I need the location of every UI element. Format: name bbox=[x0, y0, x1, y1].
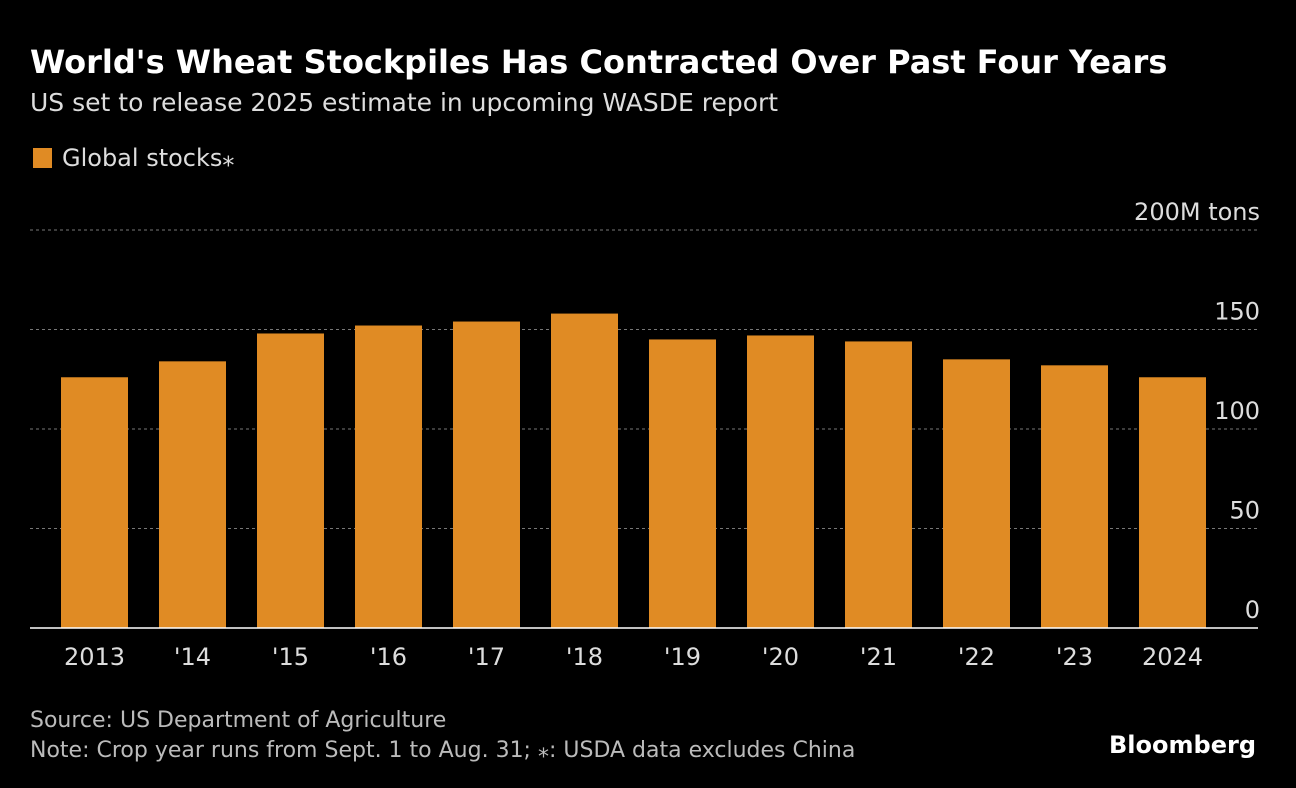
note: Note: Crop year runs from Sept. 1 to Aug… bbox=[30, 738, 855, 763]
x-tick-label: '17 bbox=[468, 643, 505, 671]
y-tick-label: 100 bbox=[1214, 397, 1260, 425]
chart-title: World's Wheat Stockpiles Has Contracted … bbox=[30, 43, 1167, 81]
y-tick-label: 200M tons bbox=[1134, 198, 1260, 226]
legend-swatch bbox=[33, 148, 52, 168]
x-tick-label: 2013 bbox=[64, 643, 125, 671]
x-tick-label: '20 bbox=[762, 643, 799, 671]
y-tick-label: 0 bbox=[1245, 596, 1260, 624]
source: Source: US Department of Agriculture bbox=[30, 708, 446, 733]
x-tick-label: '14 bbox=[174, 643, 211, 671]
bar bbox=[159, 361, 226, 628]
chart-subtitle: US set to release 2025 estimate in upcom… bbox=[30, 88, 778, 117]
x-tick-label: '22 bbox=[958, 643, 995, 671]
bar bbox=[1139, 377, 1206, 628]
y-tick-label: 50 bbox=[1229, 497, 1260, 525]
bar bbox=[551, 313, 618, 628]
bar bbox=[747, 335, 814, 628]
x-tick-label: '19 bbox=[664, 643, 701, 671]
brand: Bloomberg bbox=[1109, 731, 1256, 759]
y-tick-label: 150 bbox=[1214, 298, 1260, 326]
legend-label: Global stocks⁎ bbox=[62, 144, 234, 172]
x-tick-label: '15 bbox=[272, 643, 309, 671]
x-tick-label: '23 bbox=[1056, 643, 1093, 671]
bar bbox=[649, 339, 716, 628]
x-tick-label: '18 bbox=[566, 643, 603, 671]
bar bbox=[355, 325, 422, 628]
bar bbox=[61, 377, 128, 628]
bar bbox=[453, 321, 520, 628]
bar bbox=[943, 359, 1010, 628]
x-tick-label: '16 bbox=[370, 643, 407, 671]
bar bbox=[845, 341, 912, 628]
x-tick-label: '21 bbox=[860, 643, 897, 671]
x-tick-label: 2024 bbox=[1142, 643, 1203, 671]
bar bbox=[1041, 365, 1108, 628]
bar bbox=[257, 333, 324, 628]
